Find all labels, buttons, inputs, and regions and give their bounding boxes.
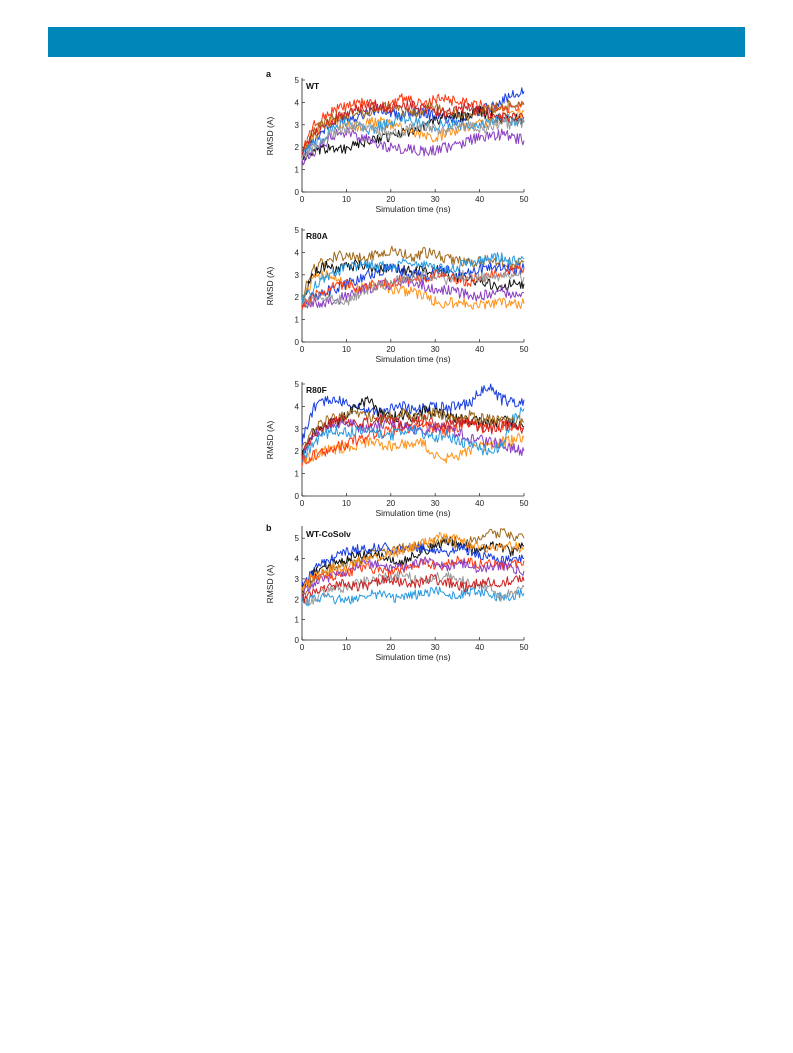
y-tick-label: 4 — [295, 248, 300, 257]
x-tick-label: 0 — [300, 345, 305, 354]
series-line — [301, 383, 525, 448]
x-tick-label: 40 — [475, 643, 484, 652]
x-axis-label: Simulation time (ns) — [375, 354, 450, 364]
series-line — [301, 259, 525, 303]
y-tick-label: 2 — [295, 595, 300, 604]
x-tick-label: 10 — [342, 643, 351, 652]
y-tick-label: 3 — [295, 575, 300, 584]
header-band — [48, 27, 745, 57]
chart-title: WT — [306, 81, 320, 91]
x-tick-label: 30 — [431, 195, 440, 204]
x-tick-label: 0 — [300, 643, 305, 652]
x-tick-label: 20 — [386, 195, 395, 204]
x-tick-label: 20 — [386, 499, 395, 508]
series-line — [301, 126, 525, 166]
series-line — [301, 574, 525, 604]
y-tick-label: 3 — [295, 271, 300, 280]
y-tick-label: 2 — [295, 447, 300, 456]
x-tick-label: 30 — [431, 643, 440, 652]
series-line — [301, 117, 525, 161]
x-tick-label: 50 — [520, 499, 529, 508]
series-line — [301, 413, 524, 461]
x-tick-label: 50 — [520, 643, 529, 652]
panel-a-letter: a — [266, 69, 272, 79]
x-tick-label: 40 — [475, 195, 484, 204]
y-axis-label: RMSD (A) — [265, 420, 275, 459]
y-tick-label: 4 — [295, 98, 300, 107]
x-axis-label: Simulation time (ns) — [375, 652, 450, 662]
x-tick-label: 40 — [475, 499, 484, 508]
y-axis-label: RMSD (A) — [265, 266, 275, 305]
series-line — [301, 252, 525, 305]
x-tick-label: 10 — [342, 195, 351, 204]
chart-title: R80F — [306, 385, 327, 395]
x-tick-label: 50 — [520, 345, 529, 354]
x-tick-label: 10 — [342, 345, 351, 354]
y-tick-label: 0 — [295, 636, 300, 645]
y-tick-label: 1 — [295, 470, 300, 479]
y-tick-label: 1 — [295, 166, 300, 175]
y-tick-label: 3 — [295, 425, 300, 434]
figure: a b 0 1 2 3 4 5 0 10 20 30 40 50 WT Simulation time (… — [250, 60, 550, 680]
chart-title: R80A — [306, 231, 328, 241]
panel-b-letter: b — [266, 523, 272, 533]
y-tick-label: 5 — [295, 380, 300, 389]
series-line — [301, 270, 525, 310]
x-tick-label: 40 — [475, 345, 484, 354]
y-tick-label: 2 — [295, 143, 300, 152]
series-line — [301, 105, 525, 161]
series-line — [301, 556, 525, 598]
y-axis-label: RMSD (A) — [265, 116, 275, 155]
x-tick-label: 0 — [300, 195, 305, 204]
series-line — [301, 528, 525, 596]
series-line — [301, 407, 525, 448]
y-tick-label: 2 — [295, 293, 300, 302]
y-tick-label: 5 — [295, 76, 300, 85]
x-tick-label: 10 — [342, 499, 351, 508]
y-tick-label: 0 — [295, 188, 300, 197]
series-line — [301, 264, 525, 310]
x-tick-label: 20 — [386, 345, 395, 354]
y-tick-label: 4 — [295, 402, 300, 411]
series-line — [301, 586, 525, 607]
series-line — [301, 269, 525, 308]
y-tick-label: 0 — [295, 492, 300, 501]
x-tick-label: 30 — [431, 499, 440, 508]
x-tick-label: 50 — [520, 195, 529, 204]
x-tick-label: 30 — [431, 345, 440, 354]
series-line — [301, 99, 525, 155]
y-tick-label: 5 — [295, 534, 300, 543]
y-tick-label: 1 — [295, 316, 300, 325]
chart-title: WT-CoSolv — [306, 529, 351, 539]
series-line — [302, 100, 525, 154]
y-tick-label: 1 — [295, 616, 300, 625]
series-line — [301, 536, 525, 593]
x-tick-label: 20 — [386, 643, 395, 652]
y-tick-label: 3 — [295, 121, 300, 130]
x-tick-label: 0 — [300, 499, 305, 508]
y-tick-label: 0 — [295, 338, 300, 347]
series-line — [301, 407, 525, 463]
y-axis-label: RMSD (A) — [265, 564, 275, 603]
series-line — [301, 532, 525, 592]
y-tick-label: 5 — [295, 226, 300, 235]
x-axis-label: Simulation time (ns) — [375, 508, 450, 518]
y-tick-label: 4 — [295, 555, 300, 564]
series-line — [301, 276, 525, 311]
series-line — [301, 245, 525, 300]
x-axis-label: Simulation time (ns) — [375, 204, 450, 214]
